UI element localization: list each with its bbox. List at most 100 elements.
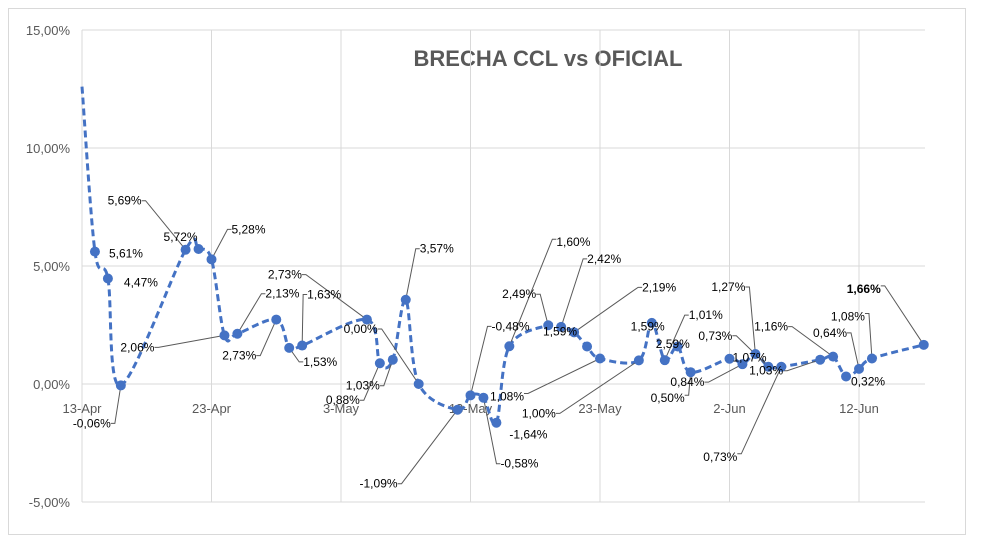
- data-label: 0,73%: [703, 450, 737, 464]
- data-label: -0,48%: [492, 319, 530, 333]
- data-point: [569, 327, 580, 338]
- data-label: -0,06%: [73, 416, 111, 430]
- label-leader-line: [704, 363, 743, 383]
- series-line-brecha: [80, 86, 925, 426]
- data-label: 2,42%: [587, 252, 621, 266]
- data-label: 3,57%: [420, 242, 454, 256]
- data-label: 2,59%: [656, 337, 690, 351]
- label-leader-line: [470, 325, 492, 396]
- label-leader-line: [684, 372, 692, 396]
- data-point: [776, 361, 787, 372]
- label-leader-line: [377, 328, 420, 385]
- data-point: [750, 349, 761, 360]
- data-label: 1,59%: [631, 319, 665, 333]
- data-label: 0,73%: [698, 329, 732, 343]
- data-label: 2,06%: [120, 340, 154, 354]
- data-label: 1,07%: [733, 351, 767, 365]
- data-point: [219, 330, 230, 341]
- label-leader-line: [301, 274, 368, 320]
- data-label: 1,16%: [754, 320, 788, 334]
- data-point: [193, 244, 204, 255]
- data-point: [374, 358, 385, 369]
- y-tick-label: 15,00%: [26, 23, 71, 38]
- label-leader-line: [482, 397, 501, 465]
- label-leader-line: [154, 334, 225, 348]
- data-label: 1,53%: [303, 355, 337, 369]
- x-tick-label: 23-Apr: [192, 401, 232, 416]
- label-leader-line: [664, 314, 689, 361]
- label-leader-line: [256, 319, 277, 357]
- data-point: [232, 328, 243, 339]
- label-leader-line: [397, 409, 458, 485]
- data-label: -0,58%: [500, 457, 538, 471]
- chart-title: BRECHA CCL vs OFICIAL: [414, 46, 683, 71]
- data-point: [115, 380, 126, 391]
- data-point: [387, 354, 398, 365]
- data-label: 5,72%: [164, 230, 198, 244]
- data-label: 5,28%: [232, 222, 266, 236]
- x-tick-label: 23-May: [578, 401, 622, 416]
- data-point: [271, 314, 282, 325]
- label-leader-line: [788, 326, 834, 358]
- data-point: [854, 363, 864, 374]
- data-label: 1,08%: [490, 390, 524, 404]
- y-tick-label: -5,00%: [29, 495, 71, 510]
- label-leader-line: [379, 359, 394, 387]
- data-label: 1,08%: [831, 310, 865, 324]
- label-leader-line: [359, 363, 381, 401]
- data-point: [828, 351, 839, 362]
- data-point: [504, 341, 515, 352]
- data-label: 1,63%: [307, 288, 341, 302]
- data-point: [478, 392, 489, 403]
- x-tick-label: 12-Jun: [839, 401, 879, 416]
- data-point: [763, 361, 774, 372]
- x-tick-label: 13-Apr: [62, 401, 102, 416]
- data-label: 2,73%: [268, 268, 302, 282]
- label-leader-line: [405, 248, 420, 300]
- data-point: [724, 353, 735, 364]
- label-leader-line: [783, 359, 821, 372]
- data-point: [465, 390, 476, 401]
- data-point: [206, 254, 217, 265]
- data-label: 1,27%: [711, 280, 745, 294]
- data-point: [582, 341, 593, 352]
- data-label: 2,49%: [502, 287, 536, 301]
- data-point: [543, 320, 554, 331]
- label-leader-line: [880, 285, 925, 346]
- label-leader-line: [508, 238, 557, 347]
- label-leader-line: [288, 347, 304, 363]
- chart-frame: [8, 8, 966, 535]
- data-label: 1,03%: [749, 364, 783, 378]
- label-leader-line: [737, 366, 782, 455]
- data-point: [284, 342, 295, 353]
- label-leader-line: [524, 358, 601, 395]
- data-label: 0,84%: [670, 375, 704, 389]
- data-point: [685, 367, 696, 378]
- label-leader-line: [236, 293, 266, 334]
- data-label: 0,64%: [813, 326, 847, 340]
- data-point: [491, 417, 502, 428]
- label-leader-line: [573, 286, 643, 333]
- label-leader-line: [110, 385, 122, 424]
- label-leader-line: [536, 293, 549, 326]
- label-leader-line: [141, 200, 186, 251]
- label-leader-line: [211, 228, 232, 260]
- data-label: 0,88%: [326, 393, 360, 407]
- data-point: [815, 354, 826, 365]
- data-point: [646, 317, 657, 328]
- data-label: 2,73%: [222, 349, 256, 363]
- data-point: [400, 294, 411, 305]
- label-leader-line: [847, 332, 860, 370]
- data-label: 1,00%: [522, 406, 556, 420]
- data-point: [180, 244, 191, 255]
- data-point: [297, 340, 308, 351]
- label-leader-line: [560, 258, 588, 328]
- data-label: 5,69%: [108, 194, 142, 208]
- data-label: 1,60%: [556, 235, 590, 249]
- data-label: 2,13%: [265, 287, 299, 301]
- data-label: -1,09%: [360, 477, 398, 491]
- x-tick-label: 3-May: [323, 401, 360, 416]
- data-point: [672, 341, 683, 352]
- y-tick-label: 0,00%: [33, 377, 70, 392]
